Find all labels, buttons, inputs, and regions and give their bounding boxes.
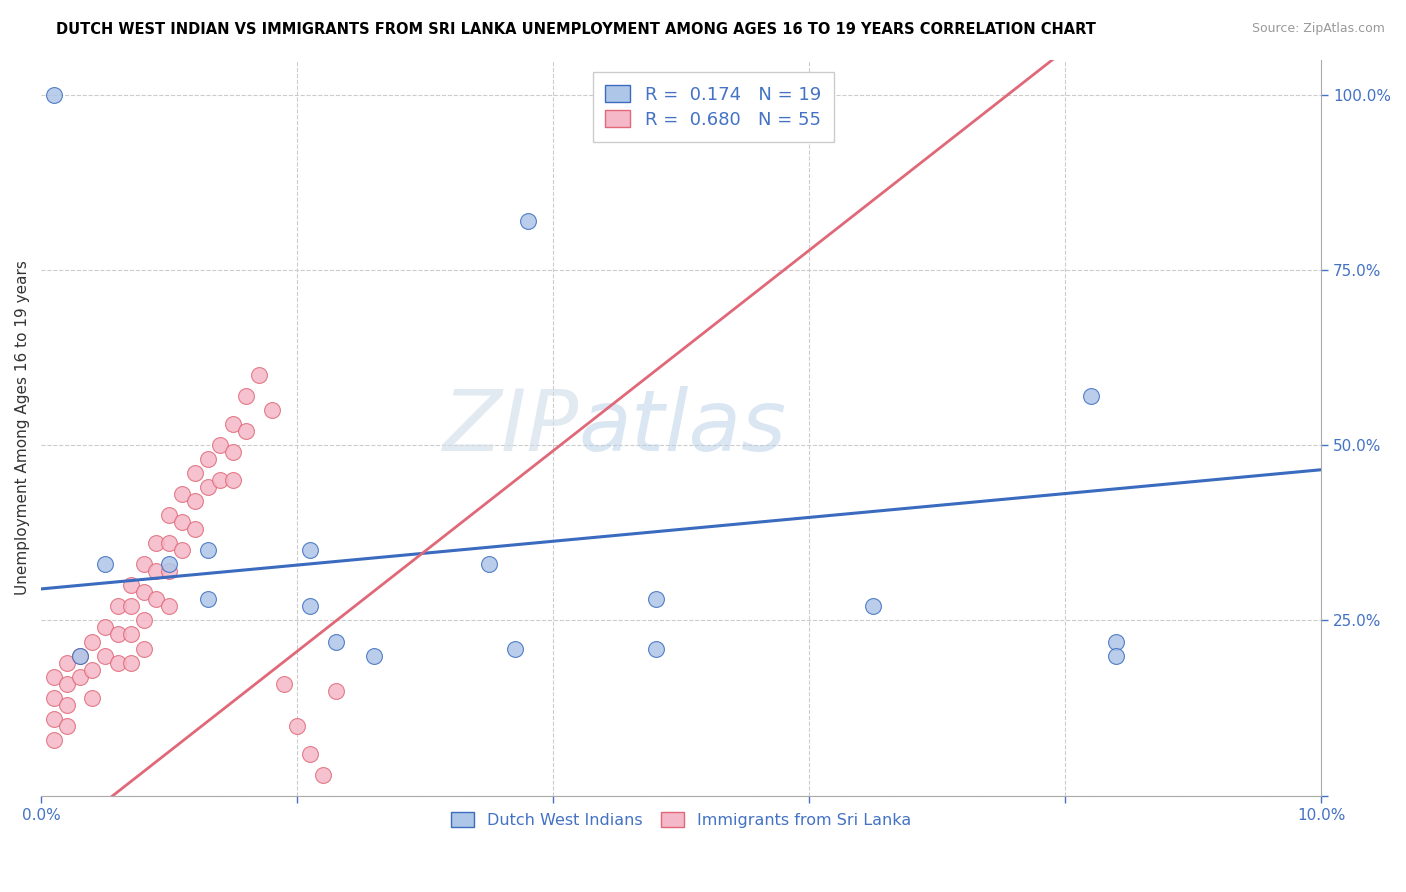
Point	[170, 543, 193, 558]
Point	[285, 718, 308, 732]
Point	[1105, 648, 1128, 663]
Point	[120, 656, 142, 670]
Point	[107, 599, 129, 614]
Point	[197, 480, 219, 494]
Point	[82, 690, 104, 705]
Point	[145, 592, 167, 607]
Point	[132, 614, 155, 628]
Point	[197, 452, 219, 467]
Text: ZIP: ZIP	[443, 386, 579, 469]
Point	[183, 467, 205, 481]
Point	[120, 578, 142, 592]
Point	[82, 634, 104, 648]
Legend: Dutch West Indians, Immigrants from Sri Lanka: Dutch West Indians, Immigrants from Sri …	[443, 804, 918, 836]
Point	[157, 599, 180, 614]
Point	[42, 690, 65, 705]
Point	[325, 634, 347, 648]
Point	[644, 641, 666, 656]
Point	[312, 768, 335, 782]
Point	[69, 648, 91, 663]
Point	[298, 747, 321, 761]
Point	[157, 536, 180, 550]
Point	[503, 641, 526, 656]
Point	[298, 543, 321, 558]
Point	[145, 565, 167, 579]
Point	[1105, 634, 1128, 648]
Point	[298, 599, 321, 614]
Point	[55, 718, 77, 732]
Point	[69, 669, 91, 683]
Point	[120, 627, 142, 641]
Point	[1080, 389, 1102, 403]
Text: Source: ZipAtlas.com: Source: ZipAtlas.com	[1251, 22, 1385, 36]
Point	[42, 732, 65, 747]
Point	[94, 558, 117, 572]
Point	[235, 424, 257, 438]
Point	[157, 508, 180, 523]
Point	[222, 445, 245, 459]
Point	[363, 648, 385, 663]
Y-axis label: Unemployment Among Ages 16 to 19 years: Unemployment Among Ages 16 to 19 years	[15, 260, 30, 595]
Point	[170, 487, 193, 501]
Point	[862, 599, 884, 614]
Point	[132, 558, 155, 572]
Point	[42, 669, 65, 683]
Point	[120, 599, 142, 614]
Point	[183, 494, 205, 508]
Point	[42, 87, 65, 102]
Point	[516, 214, 538, 228]
Point	[325, 683, 347, 698]
Point	[55, 676, 77, 690]
Point	[107, 627, 129, 641]
Point	[132, 585, 155, 599]
Point	[197, 592, 219, 607]
Point	[94, 648, 117, 663]
Point	[197, 543, 219, 558]
Point	[235, 389, 257, 403]
Point	[107, 656, 129, 670]
Point	[82, 663, 104, 677]
Point	[55, 698, 77, 712]
Point	[42, 712, 65, 726]
Point	[273, 676, 295, 690]
Point	[209, 438, 232, 452]
Point	[170, 516, 193, 530]
Text: atlas: atlas	[579, 386, 787, 469]
Point	[644, 592, 666, 607]
Point	[478, 558, 501, 572]
Point	[183, 522, 205, 536]
Point	[69, 648, 91, 663]
Point	[157, 558, 180, 572]
Point	[132, 641, 155, 656]
Point	[94, 620, 117, 634]
Text: DUTCH WEST INDIAN VS IMMIGRANTS FROM SRI LANKA UNEMPLOYMENT AMONG AGES 16 TO 19 : DUTCH WEST INDIAN VS IMMIGRANTS FROM SRI…	[56, 22, 1097, 37]
Point	[222, 473, 245, 487]
Point	[157, 565, 180, 579]
Point	[247, 368, 270, 383]
Point	[145, 536, 167, 550]
Point	[209, 473, 232, 487]
Point	[260, 403, 283, 417]
Point	[222, 417, 245, 432]
Point	[55, 656, 77, 670]
